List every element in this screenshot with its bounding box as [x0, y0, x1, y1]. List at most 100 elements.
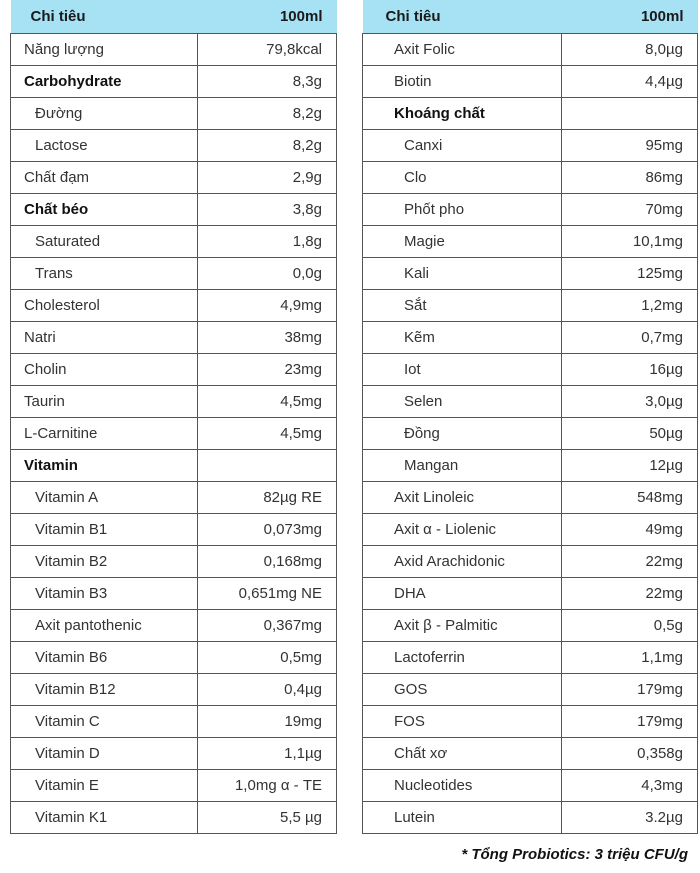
nutrient-label: Lactose [10, 129, 198, 162]
table-row: Khoáng chất [362, 97, 698, 130]
nutrient-label: Vitamin K1 [10, 801, 198, 834]
nutrient-value: 3.2µg [561, 801, 698, 834]
nutrient-value: 19mg [197, 705, 337, 738]
nutrient-label: Axit pantothenic [10, 609, 198, 642]
nutrient-label: Mangan [362, 449, 562, 482]
nutrient-label: Axit β - Palmitic [362, 609, 562, 642]
nutrient-value: 8,3g [197, 65, 337, 98]
table-row: Vitamin [10, 449, 337, 482]
table-row: Axit β - Palmitic 0,5g [362, 609, 698, 642]
nutrient-value: 179mg [561, 705, 698, 738]
nutrient-value: 23mg [197, 353, 337, 386]
table-row: Nucleotides 4,3mg [362, 769, 698, 802]
nutrient-label: Chất béo [10, 193, 198, 226]
nutrient-value: 2,9g [197, 161, 337, 194]
table-row: Vitamin E 1,0mg α - TE [10, 769, 337, 802]
table-row: Chất đạm 2,9g [10, 161, 337, 194]
table-row: Vitamin B3 0,651mg NE [10, 577, 337, 610]
nutrient-value: 0,5g [561, 609, 698, 642]
nutrient-value: 125mg [561, 257, 698, 290]
nutrition-table-left: Chi tiêu 100ml Năng lượng 79,8kcal Carbohy… [10, 0, 337, 834]
nutrient-label: Saturated [10, 225, 198, 258]
nutrient-value: 0,358g [561, 737, 698, 770]
nutrient-label: Vitamin B6 [10, 641, 198, 674]
nutrient-value [561, 97, 698, 130]
nutrient-label: Axit Linoleic [362, 481, 562, 514]
table-row: GOS 179mg [362, 673, 698, 706]
nutrient-value: 0,073mg [197, 513, 337, 546]
table-row: Taurin 4,5mg [10, 385, 337, 418]
nutrient-label: Lactoferrin [362, 641, 562, 674]
nutrient-label: Clo [362, 161, 562, 194]
nutrient-label: Canxi [362, 129, 562, 162]
nutrient-label: Axit Folic [362, 33, 562, 66]
nutrient-label: Vitamin D [10, 737, 198, 770]
table-row: Phốt pho 70mg [362, 193, 698, 226]
nutrient-label: Phốt pho [362, 193, 562, 226]
nutrient-value: 0,7mg [561, 321, 698, 354]
table-row: Vitamin B1 0,073mg [10, 513, 337, 546]
nutrient-label: Vitamin B1 [10, 513, 198, 546]
nutrient-label: Sắt [362, 289, 562, 322]
nutrient-label: Taurin [10, 385, 198, 418]
table-row: Vitamin B6 0,5mg [10, 641, 337, 674]
nutrient-label: Vitamin C [10, 705, 198, 738]
nutrient-value: 79,8kcal [197, 33, 337, 66]
table-row: Vitamin D 1,1µg [10, 737, 337, 770]
table-header: Chi tiêu 100ml [362, 0, 698, 34]
nutrient-value: 16µg [561, 353, 698, 386]
nutrient-label: Nucleotides [362, 769, 562, 802]
nutrient-value: 8,2g [197, 129, 337, 162]
header-criteria: Chi tiêu [10, 0, 198, 34]
table-row: Axit α - Liolenic 49mg [362, 513, 698, 546]
nutrient-value: 95mg [561, 129, 698, 162]
table-row: Mangan 12µg [362, 449, 698, 482]
nutrient-value: 4,4µg [561, 65, 698, 98]
table-row: Vitamin B2 0,168mg [10, 545, 337, 578]
nutrient-value: 4,9mg [197, 289, 337, 322]
table-row: Năng lượng 79,8kcal [10, 33, 337, 66]
nutrient-label: DHA [362, 577, 562, 610]
nutrient-value: 86mg [561, 161, 698, 194]
nutrient-value: 8,2g [197, 97, 337, 130]
nutrient-label: Biotin [362, 65, 562, 98]
nutrient-value: 3,8g [197, 193, 337, 226]
header-per-100ml: 100ml [561, 0, 698, 34]
nutrient-value: 0,4µg [197, 673, 337, 706]
nutrient-label: Vitamin E [10, 769, 198, 802]
table-row: Kẽm 0,7mg [362, 321, 698, 354]
table-row: Chất xơ 0,358g [362, 737, 698, 770]
table-row: Sắt 1,2mg [362, 289, 698, 322]
nutrient-value: 0,651mg NE [197, 577, 337, 610]
nutrient-label: Chất xơ [362, 737, 562, 770]
nutrient-label: Đường [10, 97, 198, 130]
table-row: Natri 38mg [10, 321, 337, 354]
nutrient-value: 22mg [561, 545, 698, 578]
table-row: Axid Arachidonic 22mg [362, 545, 698, 578]
table-row: Lutein 3.2µg [362, 801, 698, 834]
table-row: Magie 10,1mg [362, 225, 698, 258]
nutrient-label: FOS [362, 705, 562, 738]
nutrient-label: GOS [362, 673, 562, 706]
nutrition-table-right: Chi tiêu 100ml Axit Folic 8,0µg Biotin 4,4µ… [362, 0, 698, 834]
nutrient-label: Cholin [10, 353, 198, 386]
table-row: Clo 86mg [362, 161, 698, 194]
table-row: Axit Linoleic 548mg [362, 481, 698, 514]
nutrient-value: 0,367mg [197, 609, 337, 642]
table-row: Iot 16µg [362, 353, 698, 386]
table-row: Axit pantothenic 0,367mg [10, 609, 337, 642]
nutrient-value: 1,2mg [561, 289, 698, 322]
table-row: Saturated 1,8g [10, 225, 337, 258]
table-row: L-Carnitine 4,5mg [10, 417, 337, 450]
nutrient-value: 70mg [561, 193, 698, 226]
table-row: Axit Folic 8,0µg [362, 33, 698, 66]
nutrient-label: Kẽm [362, 321, 562, 354]
nutrient-value: 0,5mg [197, 641, 337, 674]
table-row: Chất béo 3,8g [10, 193, 337, 226]
nutrient-value: 82µg RE [197, 481, 337, 514]
table-row: Trans 0,0g [10, 257, 337, 290]
nutrient-label: Axid Arachidonic [362, 545, 562, 578]
header-criteria: Chi tiêu [362, 0, 562, 34]
nutrient-label: Đồng [362, 417, 562, 450]
table-row: Vitamin A 82µg RE [10, 481, 337, 514]
